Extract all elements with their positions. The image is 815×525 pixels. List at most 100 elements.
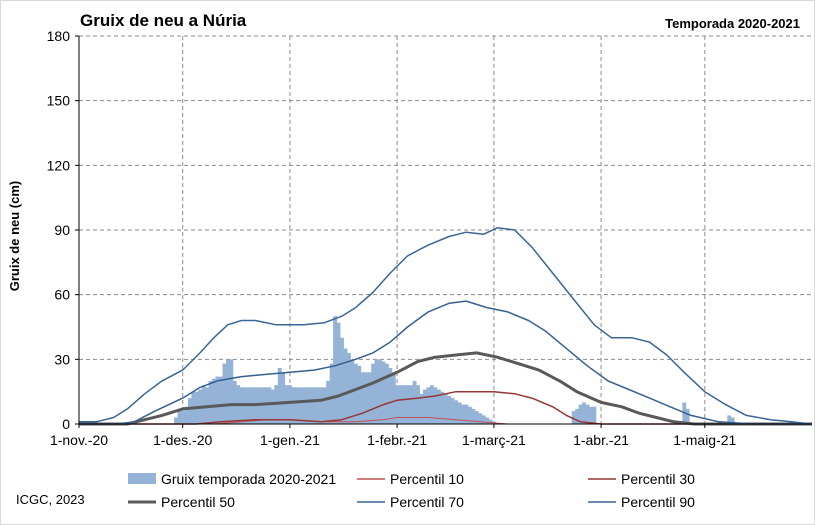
snow-depth-bar [357, 365, 362, 424]
snow-depth-bar [298, 387, 303, 424]
snow-depth-bar [364, 372, 369, 424]
series-line [79, 351, 812, 426]
y-tick-label: 30 [54, 351, 70, 367]
y-tick-label: 90 [54, 222, 70, 238]
snow-depth-bar [450, 398, 455, 424]
legend-label: Gruix temporada 2020-2021 [161, 471, 336, 487]
snow-depth-bar [281, 372, 286, 424]
snow-depth-bar [360, 372, 365, 424]
snow-depth-bar [571, 411, 576, 424]
snow-depth-bar [436, 389, 441, 424]
snow-depth-bar [488, 419, 493, 424]
snow-depth-bar [409, 385, 414, 424]
snow-depth-bar [371, 363, 376, 424]
snow-depth-bar [232, 380, 237, 424]
legend-label: Percentil 70 [390, 494, 464, 510]
snow-depth-bar [423, 389, 427, 424]
snow-depth-bar [412, 380, 417, 424]
series-line [79, 417, 812, 425]
snow-depth-bar [481, 415, 486, 424]
snow-depth-bar [461, 404, 465, 424]
snow-depth-bar [340, 337, 344, 424]
footer-credit: ICGC, 2023 [16, 492, 85, 507]
snow-depth-bar [180, 411, 185, 424]
y-tick-label: 0 [62, 416, 70, 432]
legend-label: Percentil 50 [161, 494, 235, 510]
snow-depth-bar [405, 385, 410, 424]
x-tick-label: 1-abr.-21 [573, 432, 629, 448]
snow-depth-bar [177, 411, 182, 424]
snow-depth-bar [416, 385, 420, 424]
snow-depth-bar [578, 404, 583, 424]
snow-depth-bar [367, 372, 372, 424]
snow-depth-bar [336, 322, 341, 424]
y-tick-label: 60 [54, 287, 70, 303]
legend-label: Percentil 10 [390, 471, 464, 487]
snow-depth-bar [308, 387, 313, 424]
legend: Gruix temporada 2020-2021 Percentil 10 Per… [128, 471, 695, 510]
series-line [79, 390, 812, 425]
snow-depth-bar [388, 367, 393, 424]
legend-swatch [128, 473, 156, 484]
snow-depth-bar [447, 395, 452, 424]
snow-depth-bar [433, 387, 438, 424]
snow-depth-bar [333, 316, 337, 424]
series-line [79, 227, 813, 425]
snow-depth-bar [457, 402, 462, 424]
x-tick-label: 1-gen.-21 [260, 432, 320, 448]
snow-depth-bar [215, 376, 220, 424]
snow-depth-bar [284, 385, 289, 424]
snow-depth-bar [381, 361, 386, 424]
snow-depth-bar [419, 393, 424, 424]
y-tick-label: 120 [47, 157, 71, 173]
snow-depth-bar [222, 363, 227, 424]
snow-depth-bar [184, 406, 189, 424]
snow-depth-bar [464, 404, 469, 424]
snow-depth-bar [219, 376, 223, 424]
snow-depth-bar [229, 359, 234, 424]
chart-subtitle: Temporada 2020-2021 [665, 16, 800, 31]
y-tick-label: 150 [47, 93, 71, 109]
axes: 0 30 60 90 120 150 180 1-nov.-20 1-des.-20 1-gen.… [47, 28, 812, 448]
snow-depth-bar [305, 387, 310, 424]
snow-depth-bar [730, 417, 735, 424]
gridlines [79, 35, 812, 424]
snow-depth-bar [263, 387, 268, 424]
snow-depth-bar [295, 387, 299, 424]
snow-depth-bar [426, 387, 431, 424]
snow-depth-bar [187, 398, 192, 424]
snow-depth-bar [288, 385, 293, 424]
snow-depth-bar [277, 367, 282, 424]
percentile-lines [79, 227, 813, 426]
snow-depth-bar [174, 417, 178, 424]
snow-depth-bar [315, 387, 320, 424]
snow-depth-bar [260, 387, 265, 424]
x-tick-label: 1-des.-20 [153, 432, 212, 448]
snow-depth-bar [727, 415, 732, 424]
snow-depth-bar [440, 391, 445, 424]
snow-depth-bar [378, 359, 382, 424]
snow-depth-bar [302, 387, 306, 424]
chart-title: Gruix de neu a Núria [80, 11, 247, 30]
snow-depth-bar [326, 380, 331, 424]
y-tick-label: 180 [47, 28, 71, 44]
snow-depth-bar [267, 387, 272, 424]
snow-depth-bar [212, 378, 216, 424]
snow-depth-bar [353, 363, 358, 424]
snow-depth-bar [374, 359, 379, 424]
snow-depth-bar [592, 406, 597, 424]
snow-depth-bar [225, 359, 230, 424]
snow-depth-bar [201, 385, 206, 424]
snow-depth-bar [322, 387, 327, 424]
legend-label: Percentil 30 [621, 471, 695, 487]
snow-depth-bar [474, 411, 479, 424]
snow-depth-bar [443, 393, 448, 424]
snow-depth-bar [685, 408, 690, 424]
x-tick-label: 1-nov.-20 [50, 432, 108, 448]
snow-depth-bar [454, 400, 459, 424]
snow-depth-bar [329, 363, 334, 424]
snow-depth-bar [588, 406, 593, 424]
